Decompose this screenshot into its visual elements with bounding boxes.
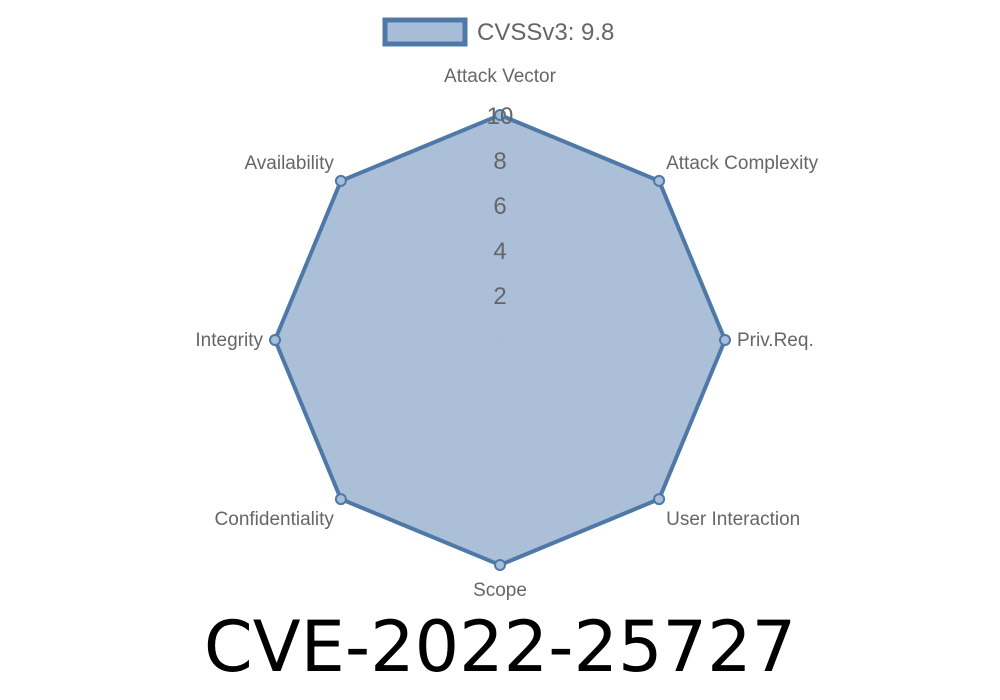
data-point [653,493,666,506]
axis-label: User Interaction [666,509,800,530]
tick-label: 4 [493,238,506,265]
data-point [653,174,666,187]
data-point [334,493,347,506]
legend-swatch [382,17,468,47]
axis-label: Scope [473,580,527,601]
data-point [719,334,731,346]
chart-title: CVE-2022-25727 [203,606,797,688]
tick-label: 6 [493,193,506,220]
data-point [334,174,347,187]
axis-label: Availability [244,153,334,174]
tick-label: 10 [487,103,514,130]
tick-label: 2 [493,283,506,310]
axis-label: Integrity [195,330,263,351]
axis-label: Attack Complexity [666,153,819,174]
data-point [269,334,281,346]
legend-label: CVSSv3: 9.8 [477,19,614,46]
axis-label: Confidentiality [215,509,335,530]
data-point [494,109,506,121]
tick-label: 8 [493,148,506,175]
data-point [494,559,506,571]
axis-label: Attack Vector [444,66,557,87]
axis-label: Priv.Req. [737,330,814,351]
